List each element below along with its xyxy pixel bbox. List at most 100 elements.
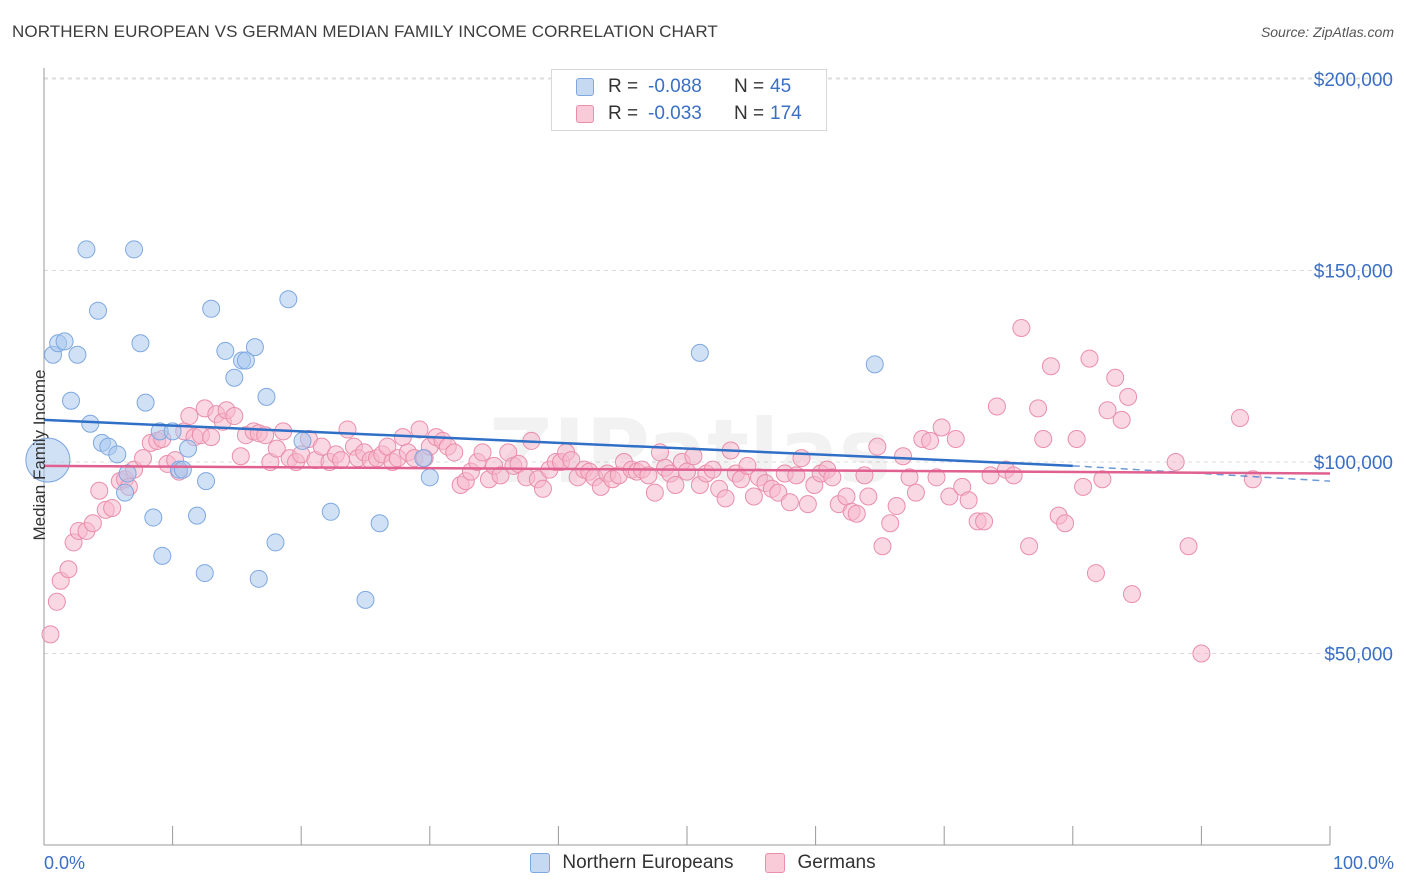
germans-point: [1080, 349, 1099, 368]
northern-europeans-point: [144, 508, 163, 527]
legend-swatch-blue: [530, 853, 551, 873]
germans-point: [932, 418, 951, 437]
n-label: N =: [734, 76, 765, 97]
germans-point: [946, 430, 965, 449]
germans-point: [859, 487, 878, 506]
legend-item-northern-europeans[interactable]: Northern Europeans: [530, 852, 733, 874]
northern-europeans-point: [225, 368, 244, 387]
trend-lines: [43, 418, 1331, 482]
germans-point: [1067, 430, 1086, 449]
y-tick-label: $50,000: [1324, 645, 1393, 666]
x-tick-label-max: 100.0%: [1332, 853, 1394, 873]
germans-point: [1119, 387, 1138, 406]
northern-europeans-point: [266, 533, 285, 552]
germans-point: [837, 487, 856, 506]
northern-europeans-point: [690, 343, 709, 362]
legend-swatch-pink: [576, 105, 594, 123]
germans-point: [338, 420, 357, 439]
legend-label: Germans: [797, 852, 876, 873]
northern-europeans-point: [68, 345, 87, 364]
y-axis-label: Median Family Income: [30, 369, 49, 541]
northern-europeans-point: [125, 240, 144, 259]
northern-europeans-trend-line: [43, 418, 1073, 468]
germans-point: [1093, 470, 1112, 489]
northern-europeans-point: [81, 414, 100, 433]
germans-point: [666, 475, 685, 494]
germans-point: [225, 407, 244, 426]
germans-point: [894, 447, 913, 466]
germans-point: [1112, 410, 1131, 429]
germans-point: [1166, 453, 1185, 471]
germans-point: [716, 489, 735, 508]
northern-europeans-point: [865, 355, 884, 374]
germans-point: [1074, 477, 1093, 496]
germans-point: [180, 407, 199, 426]
legend-swatch-pink: [765, 853, 786, 873]
germans-point: [881, 514, 900, 533]
germans-point: [47, 592, 66, 611]
r-value: -0.088: [648, 76, 702, 97]
northern-europeans-point: [173, 460, 192, 479]
germans-point: [59, 560, 78, 579]
germans-point: [1192, 644, 1211, 663]
northern-europeans-points: [25, 240, 884, 609]
germans-point: [41, 625, 60, 644]
germans-trend-line: [43, 464, 1331, 475]
germans-point: [1012, 318, 1031, 337]
germans-point: [1029, 399, 1048, 418]
northern-europeans-point: [195, 564, 214, 583]
germans-point: [134, 449, 153, 468]
germans-point: [1086, 564, 1105, 583]
n-value: 174: [770, 103, 802, 124]
germans-point: [267, 439, 286, 458]
stats-row-northern-europeans: R = -0.088 N = 45: [576, 75, 791, 99]
northern-europeans-point: [414, 449, 433, 468]
germans-point: [1004, 466, 1023, 485]
northern-europeans-point: [202, 299, 221, 318]
y-tick-label: $100,000: [1314, 453, 1393, 474]
northern-europeans-point: [131, 334, 150, 353]
germans-point: [1034, 430, 1053, 449]
northern-europeans-point: [356, 590, 375, 609]
germans-point: [1041, 357, 1060, 376]
northern-europeans-point: [163, 422, 182, 441]
y-tick-label: $200,000: [1314, 70, 1393, 91]
germans-point: [231, 447, 250, 466]
germans-points: [41, 318, 1262, 663]
northern-europeans-point: [116, 483, 135, 502]
northern-europeans-point: [108, 445, 127, 464]
series-legend: Northern Europeans Germans: [0, 852, 1406, 874]
germans-point: [312, 437, 331, 456]
germans-point: [1098, 401, 1117, 420]
chart-title: NORTHERN EUROPEAN VS GERMAN MEDIAN FAMIL…: [12, 22, 718, 41]
northern-europeans-trend-extension: [1072, 465, 1331, 482]
germans-point: [445, 443, 464, 462]
n-label: N =: [734, 103, 765, 124]
northern-europeans-point: [249, 569, 268, 588]
germans-point: [769, 483, 788, 502]
germans-point: [491, 466, 510, 485]
germans-point: [987, 397, 1006, 416]
legend-item-germans[interactable]: Germans: [765, 852, 876, 874]
germans-point: [83, 514, 102, 533]
source-label: Source: ZipAtlas.com: [1260, 24, 1394, 40]
germans-point: [798, 495, 817, 514]
germans-point: [887, 497, 906, 516]
r-value: -0.033: [648, 103, 702, 124]
germans-point: [873, 537, 892, 556]
germans-point: [90, 481, 109, 500]
northern-europeans-point: [62, 391, 81, 410]
y-tick-labels: $50,000 $100,000 $150,000 $200,000: [1314, 70, 1393, 666]
germans-point: [473, 443, 492, 462]
germans-point: [900, 468, 919, 487]
legend-swatch-blue: [576, 78, 594, 96]
germans-point: [1179, 537, 1198, 556]
germans-point: [639, 466, 658, 485]
legend-label: Northern Europeans: [562, 852, 734, 873]
germans-point: [103, 498, 122, 517]
germans-point: [921, 431, 940, 450]
germans-point: [1243, 470, 1262, 489]
germans-point: [1106, 368, 1125, 387]
northern-europeans-point: [257, 387, 276, 406]
